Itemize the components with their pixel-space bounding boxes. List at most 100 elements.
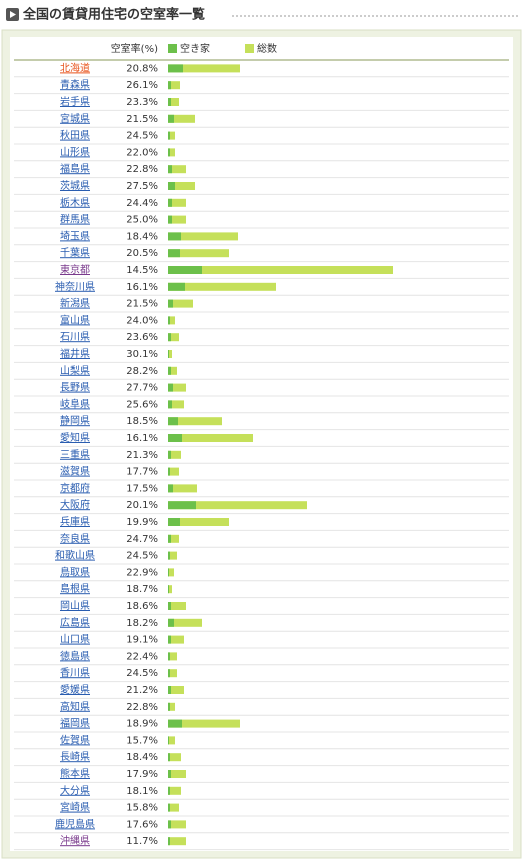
vacant-bar bbox=[168, 316, 170, 325]
vacancy-rate: 21.2% bbox=[126, 685, 158, 696]
total-bar bbox=[168, 602, 186, 610]
prefecture-link[interactable]: 島根県 bbox=[60, 582, 90, 595]
prefecture-link[interactable]: 山梨県 bbox=[60, 364, 90, 377]
prefecture-link[interactable]: 福井県 bbox=[60, 347, 90, 360]
prefecture-link[interactable]: 千葉県 bbox=[60, 246, 90, 259]
prefecture-link[interactable]: 宮崎県 bbox=[60, 801, 90, 814]
prefecture-link[interactable]: 愛知県 bbox=[60, 431, 90, 444]
vacancy-rate: 11.7% bbox=[126, 836, 158, 847]
vacant-bar bbox=[168, 333, 171, 342]
prefecture-link[interactable]: 兵庫県 bbox=[60, 515, 90, 528]
vacant-bar bbox=[168, 198, 172, 207]
prefecture-link[interactable]: 群馬県 bbox=[60, 213, 90, 226]
prefecture-link[interactable]: 岡山県 bbox=[60, 600, 90, 612]
vacancy-rate: 24.5% bbox=[126, 551, 158, 562]
prefecture-link[interactable]: 青森県 bbox=[60, 78, 90, 91]
prefecture-link[interactable]: 栃木県 bbox=[60, 196, 90, 209]
total-bar bbox=[168, 770, 186, 778]
total-bar bbox=[168, 719, 240, 728]
rows: 北海道 20.8% 青森県 26.1% 岩手県 23.3% 宮城県 21.5% 秋田県 24.5%… bbox=[14, 61, 509, 851]
total-bar bbox=[168, 131, 175, 140]
prefecture-link[interactable]: 鳥取県 bbox=[60, 565, 90, 578]
vacant-bar bbox=[168, 249, 180, 258]
vacant-bar bbox=[168, 652, 170, 661]
total-bar bbox=[168, 417, 222, 426]
total-bar bbox=[168, 232, 238, 241]
prefecture-link[interactable]: 新潟県 bbox=[60, 297, 90, 310]
total-bar bbox=[168, 467, 179, 476]
prefecture-link[interactable]: 富山県 bbox=[60, 313, 90, 326]
prefecture-link[interactable]: 福岡県 bbox=[60, 717, 90, 730]
title: 全国の賃貸用住宅の空室率一覧 bbox=[22, 7, 205, 23]
total-bar bbox=[168, 148, 175, 157]
vacant-bar bbox=[168, 837, 170, 846]
prefecture-link[interactable]: 和歌山県 bbox=[55, 549, 95, 562]
prefecture-link[interactable]: 神奈川県 bbox=[55, 280, 95, 293]
prefecture-link[interactable]: 沖縄県 bbox=[60, 834, 90, 847]
vacant-bar bbox=[168, 148, 170, 157]
vacant-bar bbox=[168, 434, 182, 442]
prefecture-link[interactable]: 大阪府 bbox=[60, 498, 90, 511]
prefecture-link[interactable]: 熊本県 bbox=[60, 767, 90, 780]
vacant-bar bbox=[168, 215, 172, 224]
vacancy-rate: 27.7% bbox=[126, 383, 158, 394]
prefecture-link[interactable]: 滋賀県 bbox=[60, 465, 90, 478]
total-bar bbox=[168, 350, 172, 358]
vacancy-rate: 17.6% bbox=[126, 819, 158, 830]
prefecture-link[interactable]: 福島県 bbox=[60, 162, 90, 175]
vacancy-rate: 18.4% bbox=[126, 752, 158, 763]
prefecture-link[interactable]: 大分県 bbox=[60, 784, 90, 797]
prefecture-link[interactable]: 秋田県 bbox=[60, 129, 90, 142]
prefecture-link[interactable]: 高知県 bbox=[60, 700, 90, 713]
prefecture-link[interactable]: 山口県 bbox=[60, 634, 90, 646]
prefecture-link[interactable]: 佐賀県 bbox=[60, 734, 90, 746]
prefecture-link[interactable]: 鹿児島県 bbox=[55, 817, 95, 830]
prefecture-link[interactable]: 長崎県 bbox=[60, 750, 90, 763]
vacant-bar bbox=[168, 131, 170, 140]
total-bar bbox=[168, 501, 307, 510]
prefecture-link[interactable]: 岐阜県 bbox=[60, 397, 90, 410]
vacant-bar bbox=[168, 400, 172, 409]
vacant-bar bbox=[168, 467, 170, 476]
prefecture-link[interactable]: 広島県 bbox=[60, 616, 90, 629]
prefecture-link[interactable]: 京都府 bbox=[60, 481, 90, 494]
prefecture-link[interactable]: 愛媛県 bbox=[60, 683, 90, 696]
prefecture-link[interactable]: 長野県 bbox=[60, 382, 90, 394]
total-bar bbox=[168, 686, 184, 694]
vacancy-rate: 23.3% bbox=[126, 97, 158, 108]
total-bar bbox=[168, 518, 229, 526]
vacant-bar bbox=[168, 366, 171, 375]
vacancy-rate: 18.6% bbox=[126, 601, 158, 612]
vacant-bar bbox=[168, 350, 169, 358]
vacancy-rate: 23.6% bbox=[126, 332, 158, 343]
prefecture-link[interactable]: 茨城県 bbox=[60, 179, 90, 192]
total-bar bbox=[168, 198, 186, 207]
vacancy-rate: 18.9% bbox=[126, 719, 158, 730]
prefecture-link[interactable]: 徳島県 bbox=[60, 649, 90, 662]
prefecture-link[interactable]: 奈良県 bbox=[60, 532, 90, 545]
vacant-bar bbox=[168, 534, 171, 543]
vacant-bar bbox=[168, 618, 174, 627]
total-bar bbox=[168, 484, 197, 493]
prefecture-link[interactable]: 三重県 bbox=[60, 448, 90, 461]
prefecture-link[interactable]: 香川県 bbox=[60, 667, 90, 679]
prefecture-link[interactable]: 岩手県 bbox=[60, 95, 90, 108]
total-bar bbox=[168, 249, 229, 258]
vacancy-rate: 18.1% bbox=[126, 786, 158, 797]
prefecture-link[interactable]: 静岡県 bbox=[60, 414, 90, 427]
vacancy-rate: 24.0% bbox=[126, 315, 158, 326]
prefecture-link[interactable]: 宮城県 bbox=[60, 112, 90, 125]
title-icon-arrow bbox=[10, 11, 16, 18]
vacancy-rate: 21.5% bbox=[126, 114, 158, 125]
prefecture-link[interactable]: 山形県 bbox=[60, 146, 90, 158]
vacant-bar bbox=[168, 98, 171, 106]
vacancy-rate: 15.8% bbox=[126, 803, 158, 814]
prefecture-link[interactable]: 石川県 bbox=[60, 331, 90, 343]
vacant-bar bbox=[168, 165, 172, 174]
vacancy-rate: 24.5% bbox=[126, 131, 158, 142]
prefecture-link[interactable]: 北海道 bbox=[60, 61, 90, 74]
vacancy-rate: 27.5% bbox=[126, 181, 158, 192]
prefecture-link[interactable]: 埼玉県 bbox=[60, 229, 90, 242]
prefecture-link[interactable]: 東京都 bbox=[60, 263, 90, 276]
total-bar bbox=[168, 333, 179, 342]
